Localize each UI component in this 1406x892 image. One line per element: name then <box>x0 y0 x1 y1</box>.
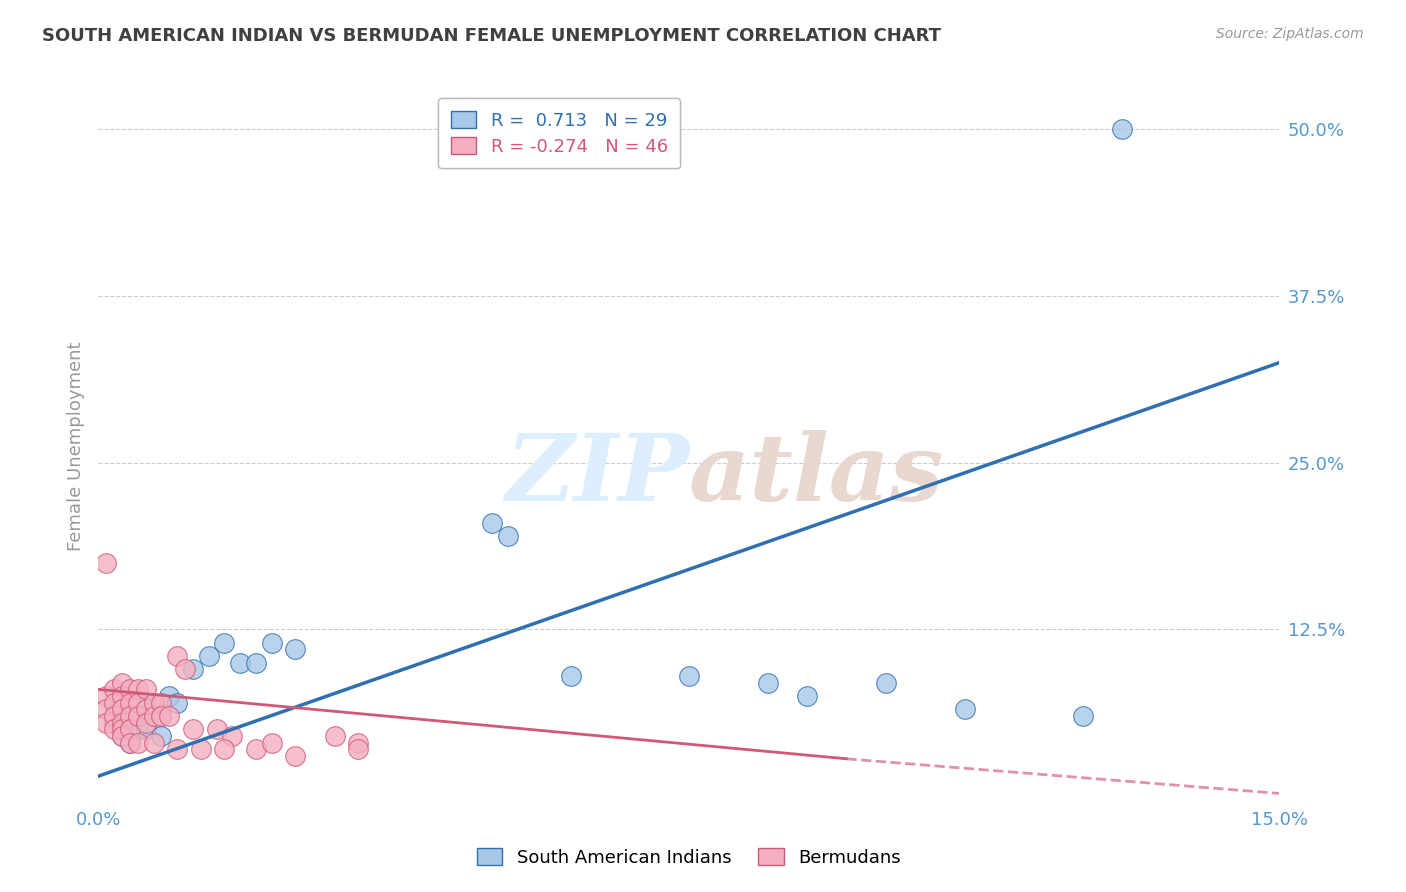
Point <box>796 689 818 703</box>
Point <box>157 709 180 723</box>
Point <box>111 715 134 730</box>
Point <box>481 516 503 530</box>
Point <box>245 742 267 756</box>
Point <box>127 723 149 737</box>
Point <box>678 669 700 683</box>
Point <box>157 689 180 703</box>
Point <box>111 689 134 703</box>
Point <box>127 709 149 723</box>
Point <box>347 736 370 750</box>
Point <box>142 709 165 723</box>
Text: Source: ZipAtlas.com: Source: ZipAtlas.com <box>1216 27 1364 41</box>
Point <box>150 709 173 723</box>
Point <box>135 723 157 737</box>
Point <box>347 742 370 756</box>
Point <box>150 709 173 723</box>
Point <box>103 715 125 730</box>
Point <box>150 729 173 743</box>
Point <box>1071 709 1094 723</box>
Point <box>127 736 149 750</box>
Point <box>214 742 236 756</box>
Point <box>245 656 267 670</box>
Point <box>111 729 134 743</box>
Point <box>103 709 125 723</box>
Point <box>111 729 134 743</box>
Point <box>127 682 149 697</box>
Point <box>190 742 212 756</box>
Point <box>166 742 188 756</box>
Point <box>284 642 307 657</box>
Point <box>174 662 197 676</box>
Point <box>135 702 157 716</box>
Point <box>260 636 283 650</box>
Point <box>496 529 519 543</box>
Point <box>756 675 779 690</box>
Point <box>142 696 165 710</box>
Legend: South American Indians, Bermudans: South American Indians, Bermudans <box>470 841 908 874</box>
Point <box>260 736 283 750</box>
Legend: R =  0.713   N = 29, R = -0.274   N = 46: R = 0.713 N = 29, R = -0.274 N = 46 <box>439 98 681 169</box>
Point <box>150 696 173 710</box>
Point <box>323 729 346 743</box>
Point <box>135 682 157 697</box>
Point <box>118 709 141 723</box>
Point <box>118 682 141 697</box>
Point <box>135 715 157 730</box>
Point <box>1111 122 1133 136</box>
Point <box>111 675 134 690</box>
Point <box>96 715 118 730</box>
Point <box>96 689 118 703</box>
Point <box>103 682 125 697</box>
Point <box>181 723 204 737</box>
Point <box>118 723 141 737</box>
Point <box>103 723 125 737</box>
Point <box>229 656 252 670</box>
Point <box>221 729 243 743</box>
Point <box>142 702 165 716</box>
Point <box>96 556 118 570</box>
Point <box>166 696 188 710</box>
Point <box>166 649 188 664</box>
Point <box>205 723 228 737</box>
Point <box>127 696 149 710</box>
Point <box>118 709 141 723</box>
Point <box>118 736 141 750</box>
Point <box>111 723 134 737</box>
Point <box>111 702 134 716</box>
Point <box>135 696 157 710</box>
Point <box>118 696 141 710</box>
Point <box>96 702 118 716</box>
Text: atlas: atlas <box>689 430 945 519</box>
Point <box>181 662 204 676</box>
Point <box>560 669 582 683</box>
Text: ZIP: ZIP <box>505 430 689 519</box>
Point <box>875 675 897 690</box>
Point <box>953 702 976 716</box>
Point <box>284 749 307 764</box>
Point <box>118 736 141 750</box>
Point <box>214 636 236 650</box>
Point <box>142 736 165 750</box>
Text: SOUTH AMERICAN INDIAN VS BERMUDAN FEMALE UNEMPLOYMENT CORRELATION CHART: SOUTH AMERICAN INDIAN VS BERMUDAN FEMALE… <box>42 27 941 45</box>
Y-axis label: Female Unemployment: Female Unemployment <box>66 342 84 550</box>
Point <box>103 696 125 710</box>
Point <box>197 649 219 664</box>
